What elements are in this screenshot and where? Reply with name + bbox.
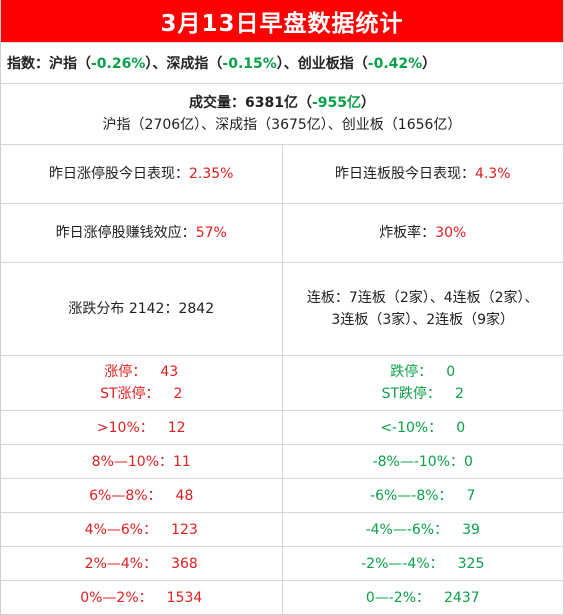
distribution-row: 涨跌分布 2142：2842 连板：7连板（2家）、4连板（2家）、 3连板（3… (1, 262, 563, 355)
index-label: 指数： (7, 56, 49, 72)
range-up-cell: 8%—10%：11 (1, 445, 282, 478)
index-line: 指数：沪指（-0.26%）、深成指（-0.15%）、创业板指（-0.42%） (7, 56, 437, 72)
limit-up-perf-label: 昨日涨停股今日表现： (49, 166, 189, 182)
limit-down-value: 0 (446, 364, 456, 380)
range-row: 8%—10%：11 -8%—-10%：0 (1, 444, 563, 478)
range-down-label: -4%—-6%： (365, 521, 449, 538)
range-up-value: 12 (167, 419, 186, 436)
range-down-label: -8%—-10%： (372, 453, 464, 470)
cy-change: -0.42% (367, 56, 423, 72)
distribution-cell: 涨跌分布 2142：2842 (1, 263, 282, 355)
range-up-value: 48 (175, 487, 194, 504)
range-up-label: 0%—2%： (80, 589, 153, 606)
range-down-cell: <-10%： 0 (281, 411, 564, 444)
range-row: 2%—4%： 368 -2%—-4%： 325 (1, 546, 563, 580)
st-limit-down-value: 2 (455, 386, 464, 402)
range-down-cell: -6%—-8%： 7 (281, 479, 564, 512)
money-effect-label: 昨日涨停股赚钱效应： (55, 225, 196, 241)
sh-name: 沪指 (49, 56, 77, 72)
range-down-value: 0 (456, 419, 466, 436)
consecutive-perf-label: 昨日连板股今日表现： (334, 166, 475, 182)
range-up-label: 8%—10%： (91, 453, 173, 470)
broken-rate-cell: 炸板率：30% (281, 204, 564, 262)
range-down-label: 0—-2%： (365, 589, 431, 606)
st-limit-up-value: 2 (173, 386, 183, 402)
range-up-label: 4%—6%： (84, 521, 158, 538)
range-down-cell: -2%—-4%： 325 (281, 547, 564, 580)
range-down-value: 0 (464, 453, 473, 470)
volume-breakdown: 沪指（2706亿）、深成指（3675亿）、创业板（1656亿） (102, 117, 462, 133)
range-up-value: 1534 (166, 589, 203, 606)
money-effect-cell: 昨日涨停股赚钱效应：57% (1, 204, 282, 262)
broken-rate-value: 30% (435, 225, 467, 241)
limit-up-cell: 涨停： 43 ST涨停： 2 (1, 356, 282, 410)
limit-up-perf-value: 2.35% (189, 166, 234, 182)
volume-label: 成交量： (188, 95, 245, 111)
range-down-label: -2%—-4%： (361, 555, 444, 572)
volume-change: -955亿 (311, 95, 361, 111)
consecutive-perf-cell: 昨日连板股今日表现：4.3% (281, 145, 564, 203)
range-up-label: 2%—4%： (84, 555, 158, 572)
volume-row: 成交量：6381亿（-955亿） 沪指（2706亿）、深成指（3675亿）、创业… (1, 83, 563, 144)
limit-up-label: 涨停： (104, 364, 147, 380)
index-row: 指数：沪指（-0.26%）、深成指（-0.15%）、创业板指（-0.42%） (1, 42, 563, 83)
sh-change: -0.26% (91, 56, 146, 72)
distribution-label: 涨跌分布 2142：2842 (68, 301, 215, 317)
volume-total: 6381亿 (244, 95, 298, 111)
limit-down-label: 跌停： (390, 364, 433, 380)
range-down-label: <-10%： (380, 419, 443, 436)
limit-down-cell: 跌停： 0 ST跌停： 2 (281, 356, 564, 410)
st-limit-down-label: ST跌停： (381, 386, 442, 402)
consecutive-board-line1: 连板：7连板（2家）、4连板（2家）、 (306, 290, 539, 306)
range-up-label: 6%—8%： (89, 487, 162, 504)
range-up-cell: 4%—6%： 123 (1, 513, 282, 546)
page-title: 3月13日早盘数据统计 (1, 0, 563, 42)
range-up-value: 123 (171, 521, 198, 538)
sz-change: -0.15% (222, 56, 277, 72)
range-up-cell: >10%： 12 (1, 411, 282, 444)
range-row: 0%—2%： 1534 0—-2%： 2437 (1, 580, 563, 614)
range-row: 4%—6%： 123 -4%—-6%： 39 (1, 512, 563, 546)
limit-row: 涨停： 43 ST涨停： 2 跌停： 0 ST跌停： 2 (1, 355, 563, 410)
yesterday-row: 昨日涨停股今日表现：2.35% 昨日连板股今日表现：4.3% (1, 144, 563, 203)
range-down-value: 325 (457, 555, 485, 572)
range-row: 6%—8%： 48 -6%—-8%： 7 (1, 478, 563, 512)
consecutive-board-cell: 连板：7连板（2家）、4连板（2家）、 3连板（3家）、2连板（9家） (281, 263, 564, 355)
limit-up-perf-cell: 昨日涨停股今日表现：2.35% (1, 145, 282, 203)
range-down-label: -6%—-8%： (370, 487, 453, 504)
range-down-cell: 0—-2%： 2437 (281, 581, 564, 614)
range-down-value: 2437 (444, 589, 480, 606)
range-up-cell: 6%—8%： 48 (1, 479, 282, 512)
range-up-cell: 2%—4%： 368 (1, 547, 282, 580)
volume-line: 成交量：6381亿（-955亿） (188, 95, 375, 111)
range-up-value: 368 (171, 555, 198, 572)
range-down-value: 7 (466, 487, 476, 504)
money-row: 昨日涨停股赚钱效应：57% 炸板率：30% (1, 203, 563, 262)
range-up-label: >10%： (96, 419, 154, 436)
money-effect-value: 57% (195, 225, 227, 241)
range-row: >10%： 12 <-10%： 0 (1, 410, 563, 444)
limit-up-value: 43 (160, 364, 179, 380)
range-down-cell: -8%—-10%：0 (281, 445, 564, 478)
cy-name: 创业板指 (297, 56, 354, 72)
volume-block: 成交量：6381亿（-955亿） 沪指（2706亿）、深成指（3675亿）、创业… (1, 84, 563, 144)
broken-rate-label: 炸板率： (379, 225, 436, 241)
range-down-value: 39 (462, 521, 480, 538)
range-up-value: 11 (173, 453, 191, 470)
sz-name: 深成指 (166, 56, 209, 72)
consecutive-board-line2: 3连板（3家）、2连板（9家） (331, 312, 515, 328)
range-down-cell: -4%—-6%： 39 (281, 513, 564, 546)
range-up-cell: 0%—2%： 1534 (1, 581, 282, 614)
st-limit-up-label: ST涨停： (100, 386, 160, 402)
consecutive-perf-value: 4.3% (474, 166, 511, 182)
